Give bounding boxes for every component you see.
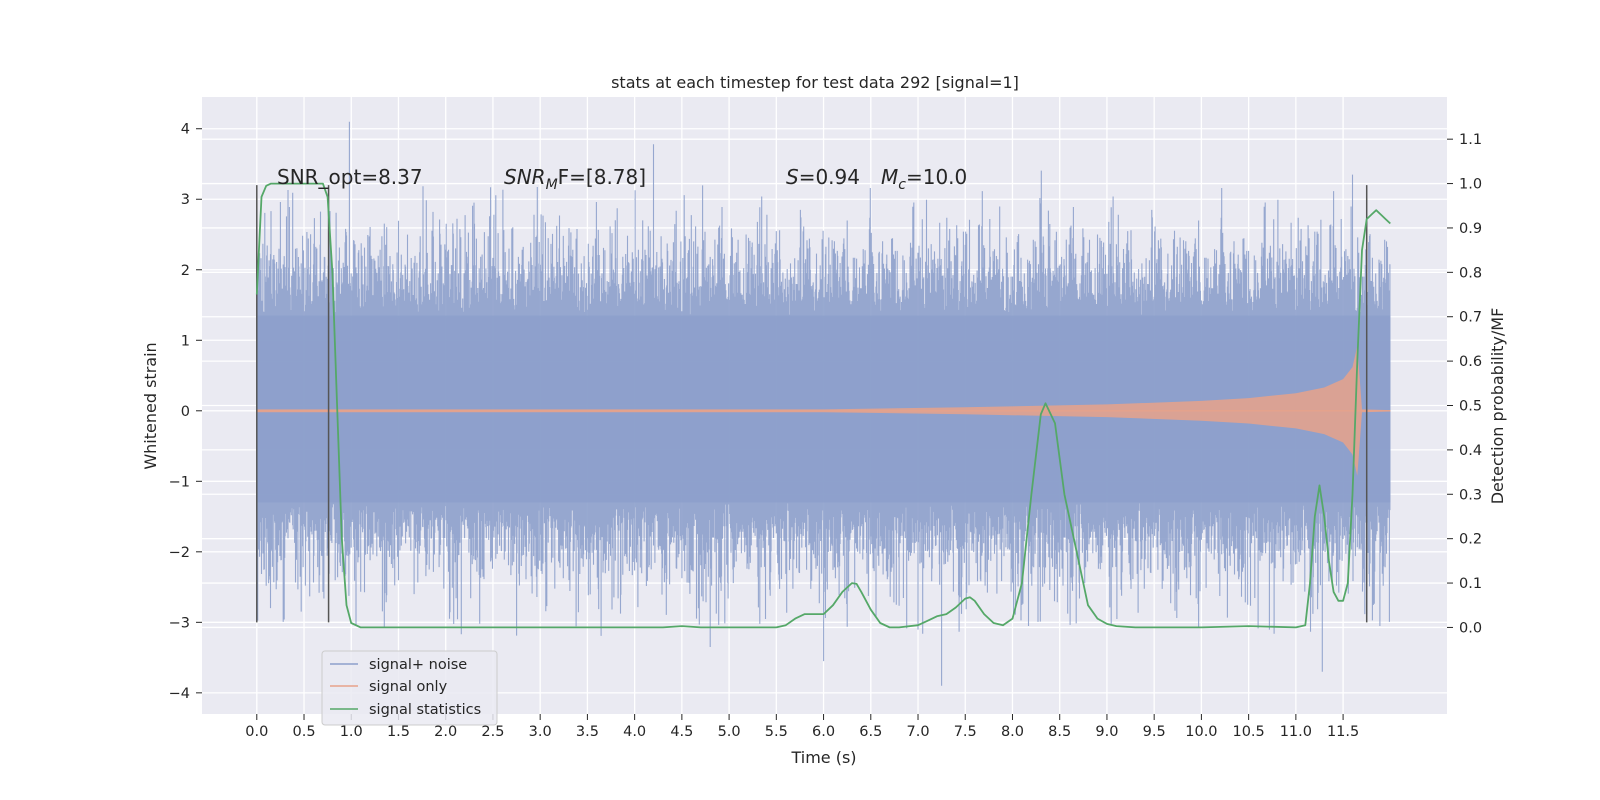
x-tick-label: 7.0 <box>906 724 929 740</box>
y-right-tick-label: 0.9 <box>1459 221 1482 237</box>
y-left-tick-label: −1 <box>169 474 190 490</box>
chart-title: stats at each timestep for test data 292… <box>611 73 1019 92</box>
y-left-tick-label: 1 <box>181 333 190 349</box>
y-right-tick-label: 1.1 <box>1459 132 1482 148</box>
legend-box <box>321 650 498 726</box>
y-right-tick-label: 0.8 <box>1459 265 1482 281</box>
x-tick-label: 7.5 <box>954 724 977 740</box>
x-tick-label: 4.0 <box>623 724 646 740</box>
x-tick-label: 3.5 <box>576 724 599 740</box>
x-tick-label: 0.5 <box>292 724 315 740</box>
legend-label-noise: signal+ noise <box>369 657 467 673</box>
annotation-mc: Mc=10.0 <box>881 165 967 193</box>
y-left-tick-label: −4 <box>169 686 190 702</box>
annotation-s: S=0.94 <box>786 165 860 189</box>
y-left-tick-label: 2 <box>181 263 190 279</box>
y-left-tick-label: −3 <box>169 615 190 631</box>
mc-sub: c <box>898 177 906 193</box>
y-right-tick-label: 1.0 <box>1459 177 1482 193</box>
x-tick-label: 8.5 <box>1048 724 1071 740</box>
x-tick-label: 6.5 <box>859 724 882 740</box>
mc-suffix: =10.0 <box>906 165 967 189</box>
y-axis-left-ticks: −4 −3 −2 −1 0 1 2 3 4 <box>169 122 202 702</box>
x-tick-label: 6.0 <box>812 724 835 740</box>
legend: signal+ noise signal only signal statist… <box>321 650 498 726</box>
x-tick-label: 8.0 <box>1001 724 1024 740</box>
y-right-tick-label: 0.5 <box>1459 399 1482 415</box>
signal-statistics-series <box>255 182 1391 629</box>
s-prefix: S <box>786 165 799 189</box>
y-left-tick-label: −2 <box>169 545 190 561</box>
s-suffix: =0.94 <box>799 165 860 189</box>
x-tick-label: 3.0 <box>529 724 552 740</box>
x-tick-label: 2.0 <box>434 724 457 740</box>
annotation-snr-mf: SNRMF=[8.78] <box>504 165 646 193</box>
y-right-tick-label: 0.1 <box>1459 576 1482 592</box>
x-axis-ticks: 0.0 0.5 1.0 1.5 2.0 2.5 3.0 3.5 4.0 4.5 5.0 5.5 6.0 6… <box>245 714 1359 740</box>
x-tick-label: 4.5 <box>670 724 693 740</box>
y-left-tick-label: 0 <box>181 404 190 420</box>
x-tick-label: 2.5 <box>481 724 504 740</box>
y-right-tick-label: 0.2 <box>1459 532 1482 548</box>
y-axis-right-ticks: 0.0 0.1 0.2 0.3 0.4 0.5 0.6 0.7 0.8 0.9 1.0 1.1 <box>1447 132 1482 636</box>
mc-prefix: M <box>881 165 898 189</box>
snr-mf-prefix: SNR <box>504 165 546 189</box>
statistics-line <box>255 182 1391 629</box>
x-tick-label: 1.0 <box>340 724 363 740</box>
x-tick-label: 5.5 <box>765 724 788 740</box>
x-tick-label: 10.0 <box>1185 724 1217 740</box>
x-tick-label: 9.5 <box>1143 724 1166 740</box>
y-right-tick-label: 0.4 <box>1459 443 1482 459</box>
x-tick-label: 10.5 <box>1232 724 1264 740</box>
legend-label-statistics: signal statistics <box>369 702 481 718</box>
signal-only-series <box>256 345 1391 476</box>
legend-label-signal: signal only <box>369 679 448 695</box>
x-tick-label: 0.0 <box>245 724 268 740</box>
x-axis-label: Time (s) <box>790 748 856 767</box>
x-tick-label: 1.5 <box>387 724 410 740</box>
snr-mf-sub: M <box>546 177 558 193</box>
x-tick-label: 11.0 <box>1280 724 1312 740</box>
y-right-tick-label: 0.0 <box>1459 620 1482 636</box>
window-markers <box>256 185 1368 623</box>
x-tick-label: 11.5 <box>1327 724 1359 740</box>
y-left-tick-label: 4 <box>181 122 190 138</box>
y-axis-right-label: Detection probability/MF <box>1488 308 1507 505</box>
y-axis-left-label: Whitened strain <box>141 342 160 469</box>
x-tick-label: 9.0 <box>1095 724 1118 740</box>
x-tick-label: 5.0 <box>718 724 741 740</box>
snr-mf-suffix: F=[8.78] <box>558 165 646 189</box>
y-right-tick-label: 0.3 <box>1459 487 1482 503</box>
y-right-tick-label: 0.7 <box>1459 310 1482 326</box>
y-right-tick-label: 0.6 <box>1459 354 1482 370</box>
annotation-snr-opt: SNR_opt=8.37 <box>277 165 423 189</box>
y-left-tick-label: 3 <box>181 192 190 208</box>
